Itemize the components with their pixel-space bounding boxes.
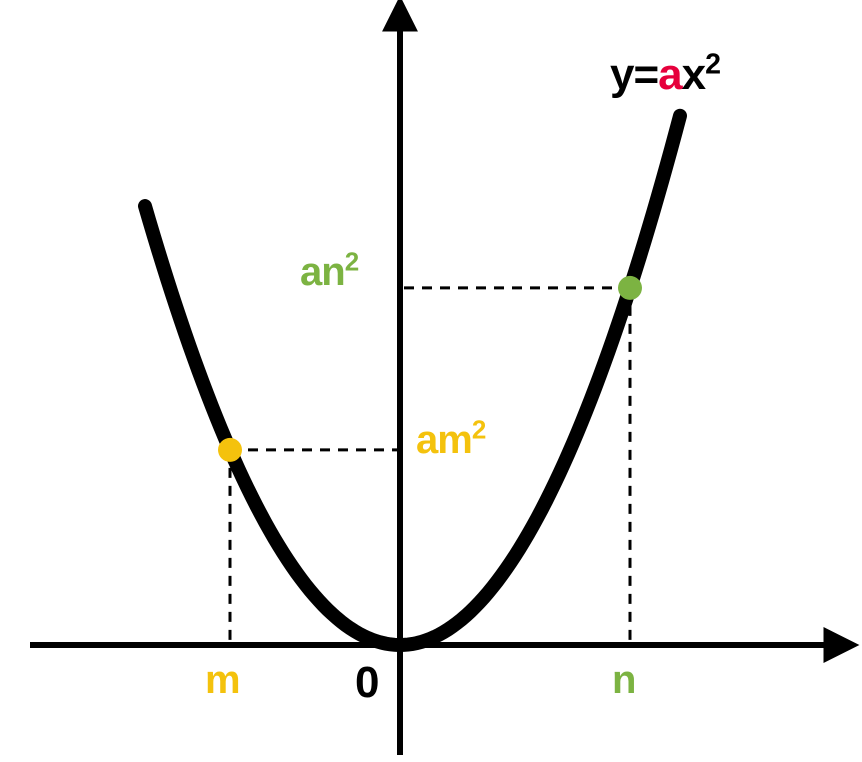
am2-label: am2 xyxy=(416,418,485,463)
point-m xyxy=(218,438,242,462)
formula-label: y=ax2 xyxy=(610,50,720,100)
n-axis-label: n xyxy=(612,658,635,703)
point-n xyxy=(618,276,642,300)
origin-label: 0 xyxy=(355,658,378,708)
diagram-svg xyxy=(0,0,862,762)
parabola-diagram: y=ax2 0 m n am2 an2 xyxy=(0,0,862,762)
m-axis-label: m xyxy=(205,658,240,703)
parabola-curve xyxy=(145,116,680,645)
an2-label: an2 xyxy=(300,250,358,295)
